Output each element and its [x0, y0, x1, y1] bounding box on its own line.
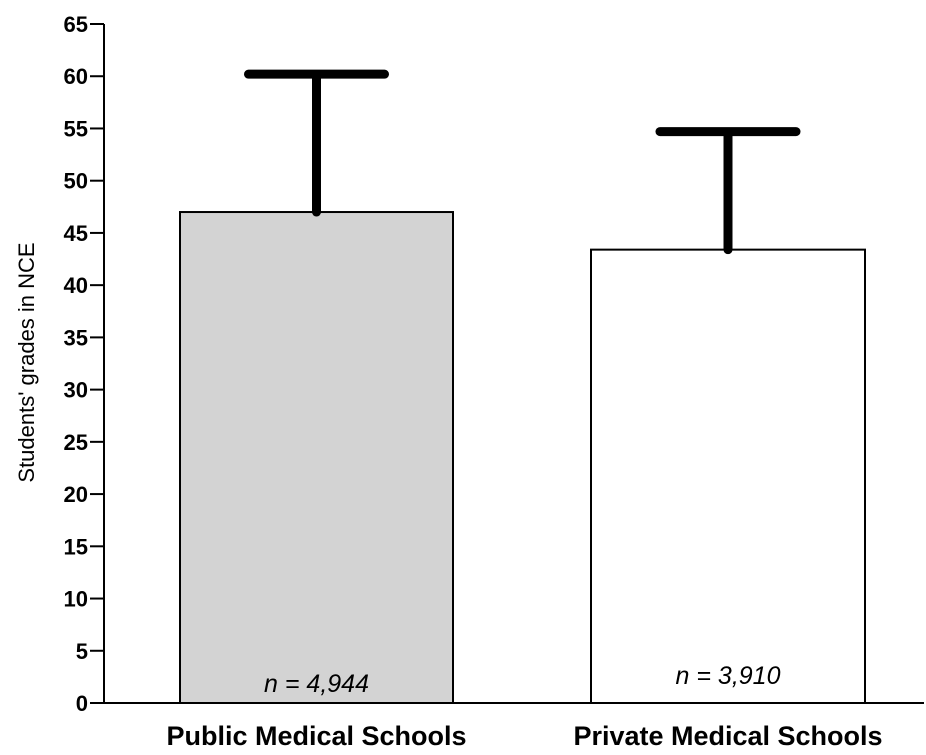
error-bars [244, 69, 801, 255]
y-tick-label: 55 [64, 116, 88, 141]
bar [590, 248, 866, 704]
sample-size-label: n = 4,944 [264, 670, 369, 698]
category-label: Private Medical Schools [573, 721, 882, 751]
y-tick-label: 60 [64, 64, 88, 89]
y-tick-label: 35 [64, 325, 88, 350]
y-tick-label: 10 [64, 587, 88, 612]
y-tick-label: 40 [64, 273, 88, 298]
category-label: Public Medical Schools [166, 721, 466, 751]
bars [179, 211, 866, 704]
y-tick-label: 20 [64, 482, 88, 507]
annotations: n = 4,944 n = 3,910 [264, 662, 781, 698]
x-axis: Public Medical Schools Private Medical Sc… [104, 702, 924, 751]
y-tick-label: 25 [64, 430, 88, 455]
error-bar-base [723, 245, 733, 255]
y-tick-label: 15 [64, 534, 88, 559]
y-tick-label: 30 [64, 378, 88, 403]
bar [179, 211, 454, 704]
error-bar-base [312, 207, 321, 217]
y-tick-label: 45 [64, 221, 88, 246]
y-tick-label: 5 [76, 639, 88, 664]
y-tick-label: 65 [64, 12, 88, 37]
y-tick-label: 0 [76, 691, 88, 716]
y-axis: 0 5 10 15 20 25 30 35 40 45 50 55 60 65 [64, 12, 105, 716]
sample-size-label: n = 3,910 [676, 662, 781, 690]
y-axis-label: Students' grades in NCE [14, 242, 39, 482]
y-tick-label: 50 [64, 169, 88, 194]
